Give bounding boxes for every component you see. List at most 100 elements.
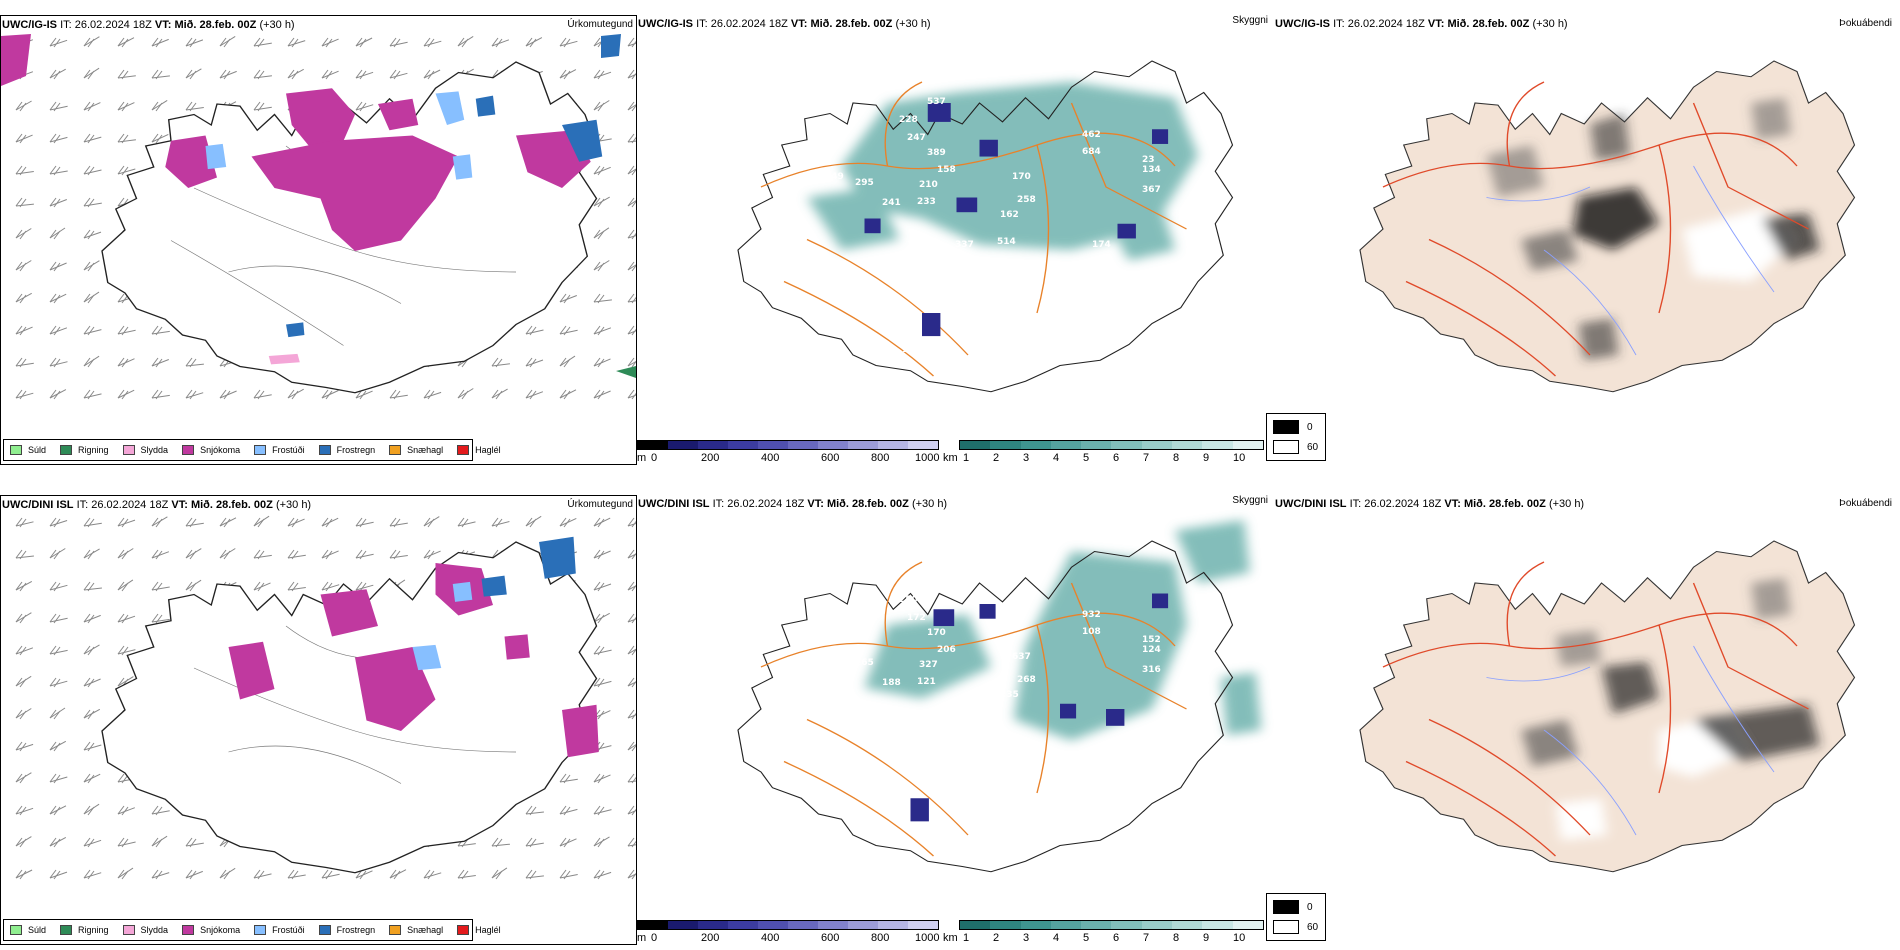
visibility-value-label: 367 <box>1142 185 1161 195</box>
legend-swatch <box>182 925 195 935</box>
panel-header: UWC/IG-IS IT: 26.02.2024 18Z VT: Mið. 28… <box>2 19 295 31</box>
legend-item: Snæhagl <box>389 445 443 455</box>
legend-item: Rigning <box>60 445 109 455</box>
legend-item: Súld <box>10 445 46 455</box>
visibility-value-label: 78 <box>932 385 945 395</box>
visibility-value-label: 300 <box>1087 275 1106 285</box>
legend-swatch <box>60 445 73 455</box>
visibility-value-label: 684 <box>1082 147 1101 157</box>
fog-legend-item: 0 <box>1273 420 1313 434</box>
legend-item: Haglél <box>457 925 501 935</box>
legend-swatch <box>457 445 470 455</box>
visibility-colorbar <box>959 920 1264 930</box>
visibility-value-label: 23 <box>1142 155 1155 165</box>
fog-legend-swatch <box>1273 420 1299 434</box>
ceiling-colorbar <box>637 920 939 930</box>
legend-item: Frostregn <box>318 925 375 935</box>
legend-item: Frostúði <box>254 925 305 935</box>
visibility-value-label: 124 <box>1142 645 1161 655</box>
legend-item: Rigning <box>60 925 109 935</box>
visibility-value-label: 37 <box>955 720 968 730</box>
legend-item: Haglél <box>457 445 501 455</box>
visibility-map <box>737 520 1262 873</box>
fog-legend-swatch <box>1273 920 1299 934</box>
visibility-value-label: 514 <box>997 237 1016 247</box>
visibility-value-label: 158 <box>937 165 956 175</box>
fog-map <box>1359 60 1856 393</box>
visibility-value-label: 932 <box>1082 610 1101 620</box>
legend-item: Slydda <box>122 445 168 455</box>
visibility-value-label: 241 <box>882 198 901 208</box>
legend-swatch <box>122 925 135 935</box>
visibility-colorbar <box>959 440 1264 450</box>
legend-item: Snjókoma <box>182 445 240 455</box>
fog-legend-item: 0 <box>1273 900 1313 914</box>
visibility-value-label: 170 <box>927 628 946 638</box>
visibility-panel-row1: UWC/IG-IS IT: 26.02.2024 18Z VT: Mið. 28… <box>637 15 1274 465</box>
ceiling-colorbar <box>637 440 939 450</box>
visibility-value-label: 233 <box>917 197 936 207</box>
visibility-value-label: 932 <box>1007 265 1026 275</box>
visibility-value-label: 206 <box>937 645 956 655</box>
legend-swatch <box>318 445 331 455</box>
visibility-value-label: 235 <box>1000 690 1019 700</box>
fog-panel-row2: UWC/DINI ISL IT: 26.02.2024 18Z VT: Mið.… <box>1274 495 1900 945</box>
legend-item: Snæhagl <box>389 925 443 935</box>
visibility-value-label: 303 <box>927 577 946 587</box>
panel-header: UWC/DINI ISL IT: 26.02.2024 18Z VT: Mið.… <box>1275 498 1585 510</box>
precip-panel-row1: UWC/IG-IS IT: 26.02.2024 18Z VT: Mið. 28… <box>0 15 637 465</box>
visibility-value-label: 327 <box>919 660 938 670</box>
visibility-value-label: 162 <box>1000 210 1019 220</box>
visibility-value-label: 141 <box>1089 260 1108 270</box>
visibility-value-label: 250 <box>899 595 918 605</box>
legend-swatch <box>457 925 470 935</box>
panel-title: Skyggni <box>1232 15 1268 26</box>
legend-swatch <box>122 445 135 455</box>
visibility-panel-row2: UWC/DINI ISL IT: 26.02.2024 18Z VT: Mið.… <box>637 495 1274 945</box>
visibility-value-label: 121 <box>917 677 936 687</box>
legend-item: Frostregn <box>318 445 375 455</box>
visibility-value-label: 637 <box>1012 652 1031 662</box>
fog-legend-row2: 0 60 <box>1266 893 1326 941</box>
fog-legend-item: 60 <box>1273 920 1318 934</box>
visibility-value-label: 165 <box>855 658 874 668</box>
visibility-value-label: 134 <box>1142 165 1161 175</box>
precip-legend: Súld Rigning Slydda Snjókoma Frostúði Fr… <box>3 439 501 461</box>
legend-swatch <box>254 445 267 455</box>
visibility-value-label: 172 <box>907 613 926 623</box>
legend-item: Slydda <box>122 925 168 935</box>
visibility-value-label: 389 <box>927 148 946 158</box>
precip-panel-row2: UWC/DINI ISL IT: 26.02.2024 18Z VT: Mið.… <box>0 495 637 945</box>
visibility-value-label: 140 <box>902 345 921 355</box>
visibility-value-label: 462 <box>1082 130 1101 140</box>
panel-title: Þokuábendi <box>1839 498 1892 509</box>
legend-swatch <box>318 925 331 935</box>
precip-map <box>1 34 636 400</box>
panel-header: UWC/DINI ISL IT: 26.02.2024 18Z VT: Mið.… <box>638 498 948 510</box>
visibility-value-label: 188 <box>882 678 901 688</box>
visibility-value-label: 268 <box>1017 675 1036 685</box>
legend-swatch <box>182 445 195 455</box>
panel-title: Þokuábendi <box>1839 18 1892 29</box>
legend-item: Frostúði <box>254 445 305 455</box>
legend-item: Snjókoma <box>182 925 240 935</box>
panel-header: UWC/IG-IS IT: 26.02.2024 18Z VT: Mið. 28… <box>1275 18 1568 30</box>
legend-item: Súld <box>10 925 46 935</box>
visibility-value-label: 74 <box>777 230 790 240</box>
legend-swatch <box>10 925 22 935</box>
visibility-value-label: 175 <box>1057 275 1076 285</box>
precip-legend: Súld Rigning Slydda Snjókoma Frostúði Fr… <box>3 919 501 941</box>
legend-swatch <box>60 925 73 935</box>
legend-swatch <box>389 445 402 455</box>
precip-map <box>15 515 636 880</box>
visibility-value-label: 152 <box>1142 635 1161 645</box>
panel-title: Úrkomutegund <box>567 499 633 510</box>
legend-swatch <box>389 925 402 935</box>
visibility-value-label: 230 <box>812 270 831 280</box>
visibility-value-label: 247 <box>907 133 926 143</box>
visibility-value-label: 349 <box>825 172 844 182</box>
panel-title: Skyggni <box>1232 495 1268 506</box>
visibility-value-label: 277 <box>907 240 926 250</box>
fog-legend-swatch <box>1273 900 1299 914</box>
visibility-value-label: 228 <box>899 115 918 125</box>
